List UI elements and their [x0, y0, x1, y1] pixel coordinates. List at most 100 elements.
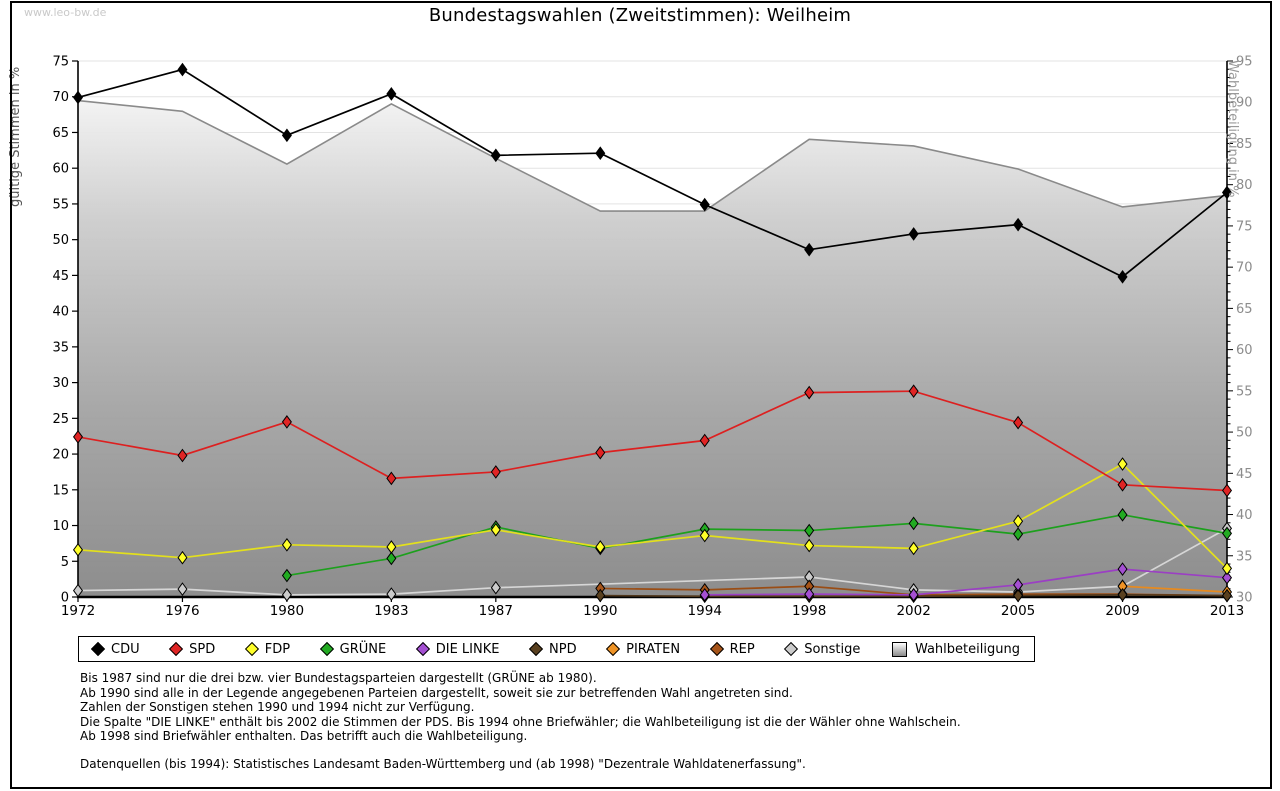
data-point-SPD — [699, 433, 710, 448]
legend-swatch-diamond — [784, 641, 799, 657]
legend-label: REP — [729, 641, 755, 657]
data-point-CDU — [490, 148, 501, 163]
data-point-GRÜNE — [908, 516, 919, 531]
x-axis-year-label: 2009 — [1105, 603, 1139, 619]
turnout-line — [77, 99, 1228, 212]
data-point-NPD — [1117, 588, 1128, 602]
data-point-FDP — [177, 550, 188, 565]
legend-item-GRÜNE: GRÜNE — [319, 641, 387, 657]
x-axis-year-label: 1976 — [165, 603, 199, 619]
data-source-line: Datenquellen (bis 1994): Statistisches L… — [80, 756, 806, 771]
series-line-DIE LINKE — [704, 568, 1228, 596]
legend-label: GRÜNE — [339, 641, 387, 657]
data-point-SPD — [804, 385, 815, 400]
x-axis-year-label: 1980 — [270, 603, 304, 619]
chart-legend: CDU SPD FDP GRÜNE DIE LINKE NPD PIRATEN REP Sons… — [78, 636, 1035, 662]
data-point-DIE LINKE — [908, 588, 919, 602]
left-axis-tick-label: 5 — [61, 555, 69, 570]
series-line-FDP — [77, 463, 1228, 570]
data-point-SPD — [281, 415, 292, 429]
legend-label: DIE LINKE — [435, 641, 500, 657]
x-axis-year-label: 1998 — [792, 603, 826, 619]
data-point-SPD — [1013, 415, 1024, 430]
legend-item-Wahlbeteiligung: Wahlbeteiligung — [891, 641, 1020, 657]
left-axis-tick-label: 45 — [52, 269, 69, 284]
legend-label: NPD — [549, 641, 577, 657]
data-point-SPD — [72, 430, 84, 444]
data-point-FDP — [1117, 457, 1128, 471]
legend-label: Sonstige — [804, 641, 861, 657]
right-axis-tick-label: 65 — [1236, 302, 1253, 317]
left-axis-tick-label: 30 — [52, 376, 69, 391]
data-point-DIE LINKE — [1013, 578, 1024, 592]
left-axis-tick-label: 25 — [52, 412, 69, 427]
legend-swatch-diamond — [528, 641, 544, 657]
data-point-FDP — [699, 528, 710, 543]
left-axis-tick-label: 0 — [61, 591, 69, 606]
legend-item-DIE LINKE: DIE LINKE — [415, 641, 500, 657]
right-axis-tick-label: 90 — [1236, 96, 1253, 111]
left-axis-title: gültige Stimmen in % — [8, 66, 23, 207]
legend-label: Wahlbeteiligung — [914, 641, 1020, 657]
x-axis-year-label: 2005 — [1001, 603, 1035, 619]
data-point-CDU — [72, 90, 84, 105]
data-point-Sonstige — [386, 587, 397, 601]
x-axis-year-label: 1983 — [374, 603, 408, 619]
data-point-GRÜNE — [1221, 526, 1233, 541]
legend-swatch-diamond — [169, 641, 184, 657]
right-axis-tick-label: 40 — [1236, 508, 1253, 523]
data-point-CDU — [908, 227, 919, 241]
x-axis-year-label: 2013 — [1210, 603, 1244, 619]
data-point-GRÜNE — [1013, 527, 1024, 541]
left-axis-tick-label: 10 — [52, 519, 69, 534]
series-line-CDU — [77, 68, 1228, 278]
footnote-line: Bis 1987 sind nur die drei bzw. vier Bun… — [80, 671, 597, 685]
data-point-CDU — [699, 197, 710, 212]
data-point-CDU — [804, 242, 815, 257]
legend-item-REP: REP — [709, 641, 755, 657]
right-axis-tick-label: 75 — [1236, 219, 1253, 234]
left-axis-tick-label: 50 — [52, 233, 69, 248]
right-axis-tick-label: 55 — [1236, 384, 1253, 399]
data-point-FDP — [72, 542, 84, 557]
series-line-SPD — [77, 390, 1228, 492]
left-axis-tick-label: 35 — [52, 340, 69, 355]
data-point-SPD — [177, 448, 188, 463]
data-point-CDU — [1221, 185, 1233, 200]
left-axis-tick-label: 15 — [52, 483, 69, 498]
data-point-SPD — [386, 471, 397, 486]
legend-swatch-diamond — [415, 641, 430, 657]
data-point-CDU — [177, 62, 188, 77]
data-point-DIE LINKE — [699, 588, 710, 602]
data-point-GRÜNE — [1117, 507, 1128, 522]
series-line-GRÜNE — [286, 513, 1228, 577]
legend-swatch-diamond — [709, 641, 724, 657]
right-axis-tick-label: 95 — [1236, 55, 1253, 70]
site-watermark: www.leo-bw.de — [24, 6, 107, 19]
x-axis-year-label: 2002 — [896, 603, 930, 619]
right-axis-tick-label: 70 — [1236, 261, 1253, 276]
left-axis-tick-label: 55 — [52, 197, 69, 212]
footnote-line: Ab 1990 sind alle in der Legende angegeb… — [80, 685, 793, 700]
legend-label: FDP — [264, 641, 291, 657]
legend-label: CDU — [111, 641, 140, 657]
right-axis-tick-label: 35 — [1236, 549, 1253, 564]
data-point-NPD — [1013, 588, 1024, 603]
right-axis-tick-label: 45 — [1236, 467, 1253, 482]
legend-swatch-square — [891, 641, 907, 657]
footnote-line: Zahlen der Sonstigen stehen 1990 und 199… — [80, 700, 475, 715]
data-point-FDP — [908, 541, 919, 556]
x-axis-year-label: 1990 — [583, 603, 617, 619]
legend-swatch-diamond — [606, 641, 621, 657]
data-point-FDP — [386, 540, 397, 554]
legend-label: SPD — [189, 641, 216, 657]
legend-swatch-diamond — [319, 641, 334, 657]
x-axis-year-label: 1987 — [479, 603, 513, 619]
data-point-SPD — [1221, 483, 1233, 498]
footnote-line: Die Spalte "DIE LINKE" enthält bis 2002 … — [80, 714, 961, 729]
data-point-FDP — [281, 537, 292, 552]
series-line-PIRATEN — [1122, 585, 1228, 593]
left-axis-tick-label: 70 — [52, 90, 69, 105]
data-point-NPD — [1221, 588, 1233, 603]
